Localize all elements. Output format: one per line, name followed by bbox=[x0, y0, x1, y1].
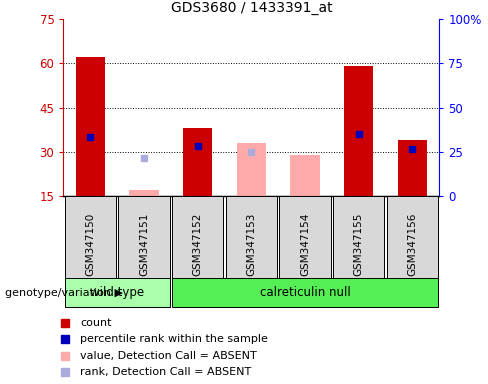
Title: GDS3680 / 1433391_at: GDS3680 / 1433391_at bbox=[170, 2, 332, 15]
Bar bbox=[344, 66, 373, 196]
Bar bbox=[76, 58, 105, 196]
Bar bbox=[237, 143, 266, 196]
FancyBboxPatch shape bbox=[64, 196, 116, 280]
Text: GSM347156: GSM347156 bbox=[407, 213, 417, 276]
Text: rank, Detection Call = ABSENT: rank, Detection Call = ABSENT bbox=[80, 367, 251, 377]
Text: GSM347154: GSM347154 bbox=[300, 213, 310, 276]
FancyBboxPatch shape bbox=[386, 196, 438, 280]
FancyBboxPatch shape bbox=[279, 196, 331, 280]
FancyBboxPatch shape bbox=[118, 196, 170, 280]
Bar bbox=[290, 155, 320, 196]
Bar bbox=[398, 140, 427, 196]
Text: GSM347152: GSM347152 bbox=[193, 213, 203, 276]
Text: GSM347155: GSM347155 bbox=[354, 213, 364, 276]
FancyBboxPatch shape bbox=[333, 196, 385, 280]
FancyBboxPatch shape bbox=[172, 278, 438, 307]
Text: GSM347150: GSM347150 bbox=[85, 213, 95, 276]
FancyBboxPatch shape bbox=[225, 196, 277, 280]
Text: percentile rank within the sample: percentile rank within the sample bbox=[80, 334, 268, 344]
Text: value, Detection Call = ABSENT: value, Detection Call = ABSENT bbox=[80, 351, 257, 361]
FancyBboxPatch shape bbox=[172, 196, 224, 280]
Text: GSM347151: GSM347151 bbox=[139, 213, 149, 276]
Text: count: count bbox=[80, 318, 111, 328]
Text: GSM347153: GSM347153 bbox=[246, 213, 256, 276]
Bar bbox=[129, 190, 159, 196]
Text: wild type: wild type bbox=[90, 286, 144, 299]
Text: calreticulin null: calreticulin null bbox=[260, 286, 350, 299]
FancyBboxPatch shape bbox=[64, 278, 170, 307]
Text: genotype/variation ▶: genotype/variation ▶ bbox=[5, 288, 123, 298]
Bar bbox=[183, 128, 212, 196]
